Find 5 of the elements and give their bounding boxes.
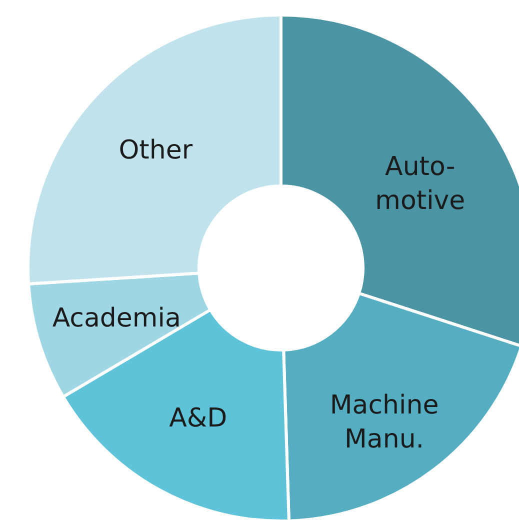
- slice-label: Other: [118, 135, 193, 166]
- slice-label: Academia: [52, 304, 181, 334]
- slice-label: A&D: [169, 404, 228, 434]
- slice-label: Auto- motive: [375, 152, 466, 216]
- slice-label: Machine Manu.: [330, 390, 439, 455]
